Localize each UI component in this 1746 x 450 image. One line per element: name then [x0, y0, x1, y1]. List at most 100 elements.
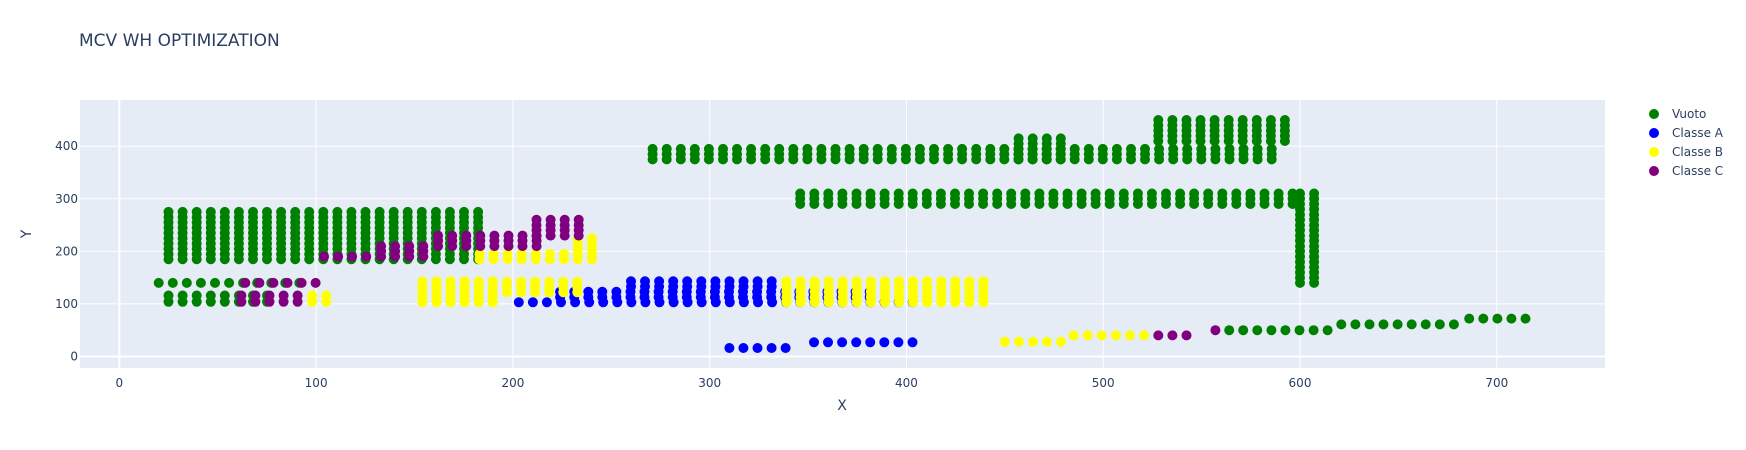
data-point[interactable]	[943, 143, 954, 154]
data-point[interactable]	[682, 276, 693, 287]
data-point[interactable]	[830, 143, 841, 154]
data-point[interactable]	[1167, 115, 1178, 125]
data-point[interactable]	[703, 143, 714, 154]
data-point[interactable]	[851, 337, 862, 348]
data-point[interactable]	[418, 241, 429, 252]
data-point[interactable]	[950, 276, 961, 287]
data-point[interactable]	[1020, 188, 1031, 199]
data-point[interactable]	[1245, 188, 1256, 199]
data-point[interactable]	[268, 277, 279, 288]
data-point[interactable]	[1336, 319, 1347, 330]
data-point[interactable]	[1266, 143, 1277, 154]
data-point[interactable]	[544, 276, 555, 287]
data-point[interactable]	[459, 206, 469, 217]
data-point[interactable]	[1223, 115, 1234, 125]
data-point[interactable]	[447, 230, 458, 241]
data-point[interactable]	[1132, 188, 1143, 199]
data-point[interactable]	[1294, 325, 1305, 336]
data-point[interactable]	[250, 290, 261, 301]
data-point[interactable]	[388, 206, 399, 217]
data-point[interactable]	[1287, 188, 1298, 199]
data-point[interactable]	[781, 276, 792, 287]
data-point[interactable]	[224, 277, 235, 288]
data-point[interactable]	[1196, 143, 1207, 154]
data-point[interactable]	[332, 206, 343, 217]
data-point[interactable]	[823, 188, 834, 199]
data-point[interactable]	[1252, 325, 1263, 336]
data-point[interactable]	[1266, 325, 1277, 336]
data-point[interactable]	[1048, 188, 1059, 199]
data-point[interactable]	[795, 188, 806, 199]
data-point[interactable]	[558, 276, 569, 287]
data-point[interactable]	[935, 188, 946, 199]
data-point[interactable]	[276, 206, 287, 217]
data-point[interactable]	[865, 337, 876, 348]
data-point[interactable]	[837, 188, 848, 199]
data-point[interactable]	[240, 277, 251, 288]
data-point[interactable]	[1140, 143, 1150, 154]
data-point[interactable]	[527, 297, 538, 308]
data-point[interactable]	[964, 276, 975, 287]
data-point[interactable]	[766, 343, 777, 353]
legend-item[interactable]: Vuoto	[1649, 107, 1706, 121]
data-point[interactable]	[1062, 188, 1073, 199]
data-point[interactable]	[760, 143, 771, 154]
data-point[interactable]	[1041, 133, 1052, 144]
data-point[interactable]	[907, 188, 918, 199]
data-point[interactable]	[1125, 330, 1135, 341]
data-point[interactable]	[233, 206, 244, 217]
data-point[interactable]	[661, 143, 672, 154]
data-point[interactable]	[1238, 325, 1249, 336]
data-point[interactable]	[795, 276, 806, 287]
data-point[interactable]	[1224, 143, 1235, 154]
data-point[interactable]	[957, 143, 968, 154]
data-point[interactable]	[374, 206, 385, 217]
data-point[interactable]	[844, 143, 855, 154]
data-point[interactable]	[1210, 143, 1221, 154]
data-point[interactable]	[489, 230, 500, 241]
legend-item[interactable]: Classe B	[1649, 145, 1723, 159]
data-point[interactable]	[433, 230, 444, 241]
data-point[interactable]	[304, 206, 315, 217]
data-point[interactable]	[766, 276, 777, 287]
data-point[interactable]	[167, 277, 178, 288]
data-point[interactable]	[1090, 188, 1101, 199]
data-point[interactable]	[573, 214, 584, 225]
data-point[interactable]	[416, 206, 427, 217]
data-point[interactable]	[1083, 143, 1094, 154]
legend-item[interactable]: Classe A	[1649, 126, 1724, 140]
data-point[interactable]	[1027, 133, 1038, 144]
data-point[interactable]	[559, 214, 570, 225]
legend[interactable]: Vuoto Classe A Classe B Classe C	[1649, 107, 1724, 178]
data-point[interactable]	[583, 286, 594, 297]
data-point[interactable]	[1154, 143, 1165, 154]
data-point[interactable]	[971, 143, 982, 154]
data-point[interactable]	[1350, 319, 1361, 330]
data-point[interactable]	[290, 206, 301, 217]
data-point[interactable]	[513, 297, 524, 308]
data-point[interactable]	[219, 206, 230, 217]
data-point[interactable]	[1520, 313, 1531, 324]
data-point[interactable]	[1068, 330, 1079, 341]
data-point[interactable]	[541, 297, 552, 308]
data-point[interactable]	[296, 277, 307, 288]
data-point[interactable]	[1182, 143, 1193, 154]
data-point[interactable]	[894, 276, 904, 287]
data-point[interactable]	[487, 276, 498, 287]
data-point[interactable]	[1280, 325, 1291, 336]
data-point[interactable]	[544, 249, 555, 259]
data-point[interactable]	[191, 206, 202, 217]
data-point[interactable]	[236, 290, 247, 301]
data-point[interactable]	[654, 276, 665, 287]
data-point[interactable]	[1392, 319, 1403, 330]
data-point[interactable]	[675, 143, 686, 154]
legend-item[interactable]: Classe C	[1649, 164, 1723, 178]
data-point[interactable]	[430, 206, 441, 217]
data-point[interactable]	[473, 206, 484, 217]
data-point[interactable]	[1308, 325, 1319, 336]
data-point[interactable]	[1420, 319, 1431, 330]
data-point[interactable]	[1364, 319, 1375, 330]
data-point[interactable]	[1195, 115, 1206, 125]
data-point[interactable]	[1203, 188, 1214, 199]
data-point[interactable]	[1464, 313, 1475, 324]
